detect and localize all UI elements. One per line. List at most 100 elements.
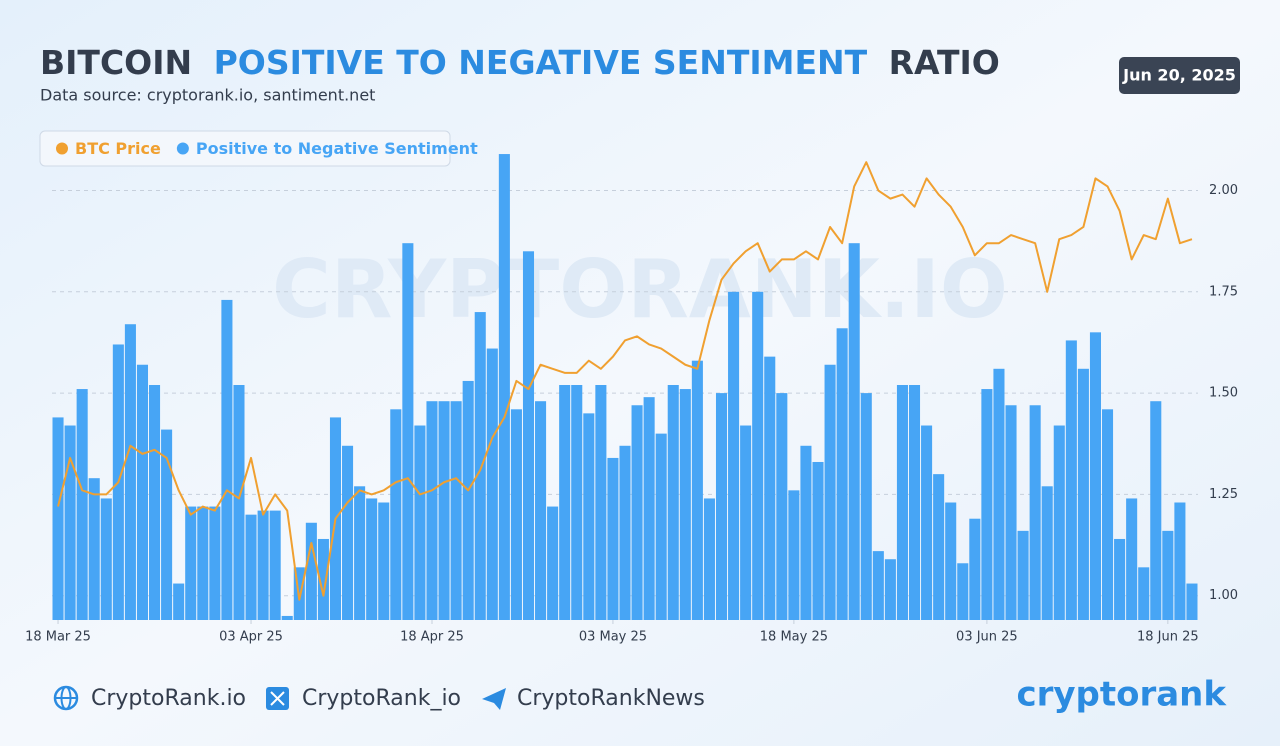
legend-marker: [176, 142, 189, 155]
bar: [571, 385, 583, 620]
bar: [366, 498, 378, 620]
bar: [848, 243, 860, 621]
bar: [221, 299, 233, 620]
x-tick-label: 18 Apr 25: [400, 630, 464, 645]
bar: [1017, 530, 1029, 620]
bar: [245, 514, 257, 620]
bar: [136, 364, 149, 620]
bar: [1053, 425, 1065, 620]
bar: [981, 389, 993, 620]
bar: [547, 506, 559, 620]
footer-link[interactable]: CryptoRank.io: [91, 686, 246, 711]
chart-title: BITCOIN POSITIVE TO NEGATIVE SENTIMENT R…: [40, 43, 1000, 82]
bar: [462, 380, 474, 620]
title-part: BITCOIN: [40, 43, 192, 82]
line: [57, 161, 1193, 601]
bar: [522, 251, 535, 621]
bar: [281, 615, 293, 620]
bar: [342, 445, 354, 620]
bar: [836, 328, 848, 620]
bar: [1126, 498, 1138, 620]
bar: [149, 385, 161, 620]
bar: [498, 154, 510, 620]
date-badge: [1119, 57, 1240, 94]
bar: [354, 486, 366, 620]
bar: [1162, 530, 1174, 620]
bar: [52, 417, 64, 620]
bar: [872, 551, 884, 620]
bar: [788, 490, 800, 620]
bar: [185, 506, 197, 620]
bar: [1174, 502, 1186, 620]
bar: [414, 425, 426, 620]
watermark: CRYPTORANK.IO: [272, 243, 1008, 336]
x-tick-label: 03 May 25: [579, 630, 647, 645]
bar: [438, 401, 450, 620]
bar: [921, 425, 933, 620]
bar: [510, 409, 522, 620]
bar: [233, 385, 245, 620]
bar: [655, 433, 667, 620]
footer-link[interactable]: CryptoRankNews: [517, 686, 705, 711]
legend-label: Positive to Negative Sentiment: [196, 139, 478, 158]
bar: [88, 478, 100, 620]
y-tick-label: 1.00: [1209, 588, 1238, 603]
footer-link[interactable]: CryptoRank_io: [302, 686, 461, 711]
bar: [535, 401, 547, 620]
bar: [197, 506, 209, 620]
x-tick-label: 18 Mar 25: [25, 630, 91, 645]
bar: [884, 559, 896, 620]
bar: [1029, 405, 1041, 620]
bar: [703, 498, 715, 620]
bar: [691, 360, 703, 620]
bar: [776, 393, 788, 620]
subtitle: Data source: cryptorank.io, santiment.ne…: [40, 86, 375, 105]
bar: [1005, 405, 1017, 620]
bar: [402, 243, 414, 621]
bar: [1089, 332, 1101, 620]
logo: cryptorank: [1016, 675, 1227, 715]
bar: [860, 393, 872, 620]
bar: [969, 518, 981, 620]
bar: [1114, 538, 1126, 620]
bar: [896, 385, 908, 620]
y-tick-label: 2.00: [1209, 183, 1238, 198]
bar: [945, 502, 957, 620]
bar: [824, 364, 836, 620]
bar: [595, 385, 607, 620]
bar: [173, 583, 185, 620]
footer: CryptoRank.io CryptoRank_io CryptoRankNe…: [53, 675, 1227, 715]
bar: [390, 409, 402, 620]
bar: [209, 506, 221, 620]
bar: [619, 445, 631, 620]
x-icon: [270, 691, 285, 706]
bar: [76, 389, 88, 620]
bar: [559, 385, 571, 620]
y-tick-label: 1.25: [1209, 487, 1238, 502]
bar: [1065, 340, 1077, 620]
legend-box: [39, 130, 451, 167]
bar: [933, 474, 945, 620]
x-tick-label: 18 Jun 25: [1137, 630, 1199, 645]
bar: [1138, 567, 1150, 620]
bar: [450, 401, 462, 620]
bar: [957, 563, 969, 620]
bar: [378, 502, 390, 620]
bar: [474, 312, 486, 620]
bar: [583, 413, 595, 620]
bar: [486, 348, 498, 620]
legend-marker: [56, 142, 68, 155]
bar: [993, 368, 1005, 620]
bar: [667, 385, 679, 620]
bar: [643, 397, 655, 620]
bar: [631, 405, 643, 620]
y-tick-label: 1.50: [1209, 386, 1238, 401]
bar: [752, 291, 764, 620]
bar: [728, 291, 740, 620]
bar: [1077, 368, 1089, 620]
legend: BTC Price Positive to Negative Sentiment: [39, 130, 478, 167]
bar: [607, 457, 619, 620]
bar: [1101, 409, 1114, 620]
bar: [812, 461, 824, 620]
